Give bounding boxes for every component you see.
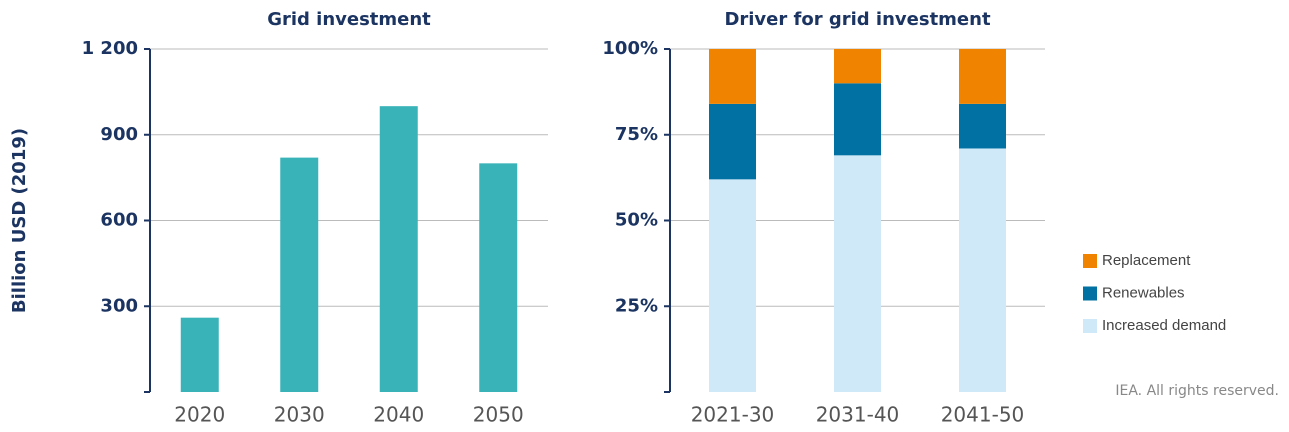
x-tick-label: 2050 [473,403,524,427]
x-tick-label: 2040 [373,403,424,427]
bar-segment [959,103,1006,149]
y-tick-label: 1 200 [82,38,138,59]
y-tick-label: 300 [100,295,138,316]
bar [379,106,418,393]
bar-segment [709,179,756,392]
y-axis-label: Billion USD (2019) [9,128,30,313]
legend-label: Renewables [1102,284,1185,301]
y-tick-label: 100% [602,38,658,59]
legend-swatch [1083,286,1097,301]
y-tick-label: 75% [615,124,658,145]
bar-segment [959,49,1006,104]
x-tick-label: 2020 [174,403,225,427]
bar-segment [959,148,1006,392]
y-tick-label: 25% [615,295,658,316]
legend-swatch [1083,319,1097,333]
bar-segment [709,103,756,180]
chart-title: Driver for grid investment [724,9,991,30]
legend-label: Replacement [1102,252,1191,269]
chart-title: Grid investment [267,9,431,30]
legend-label: Increased demand [1102,317,1226,334]
bar-segment [834,155,881,392]
y-tick-label: 900 [100,124,138,145]
y-tick-label: 50% [615,210,658,231]
x-tick-label: 2041-50 [941,403,1025,427]
source-note: IEA. All rights reserved. [1115,383,1279,399]
bar-segment [834,83,881,156]
bar [280,157,319,392]
x-tick-label: 2030 [274,403,325,427]
bar-segment [834,49,881,84]
legend-swatch [1083,254,1097,268]
bar-segment [709,49,756,104]
x-tick-label: 2031-40 [816,403,900,427]
bar [479,163,518,392]
y-tick-label: 600 [100,210,138,231]
x-tick-label: 2021-30 [691,403,775,427]
bar [180,317,219,392]
